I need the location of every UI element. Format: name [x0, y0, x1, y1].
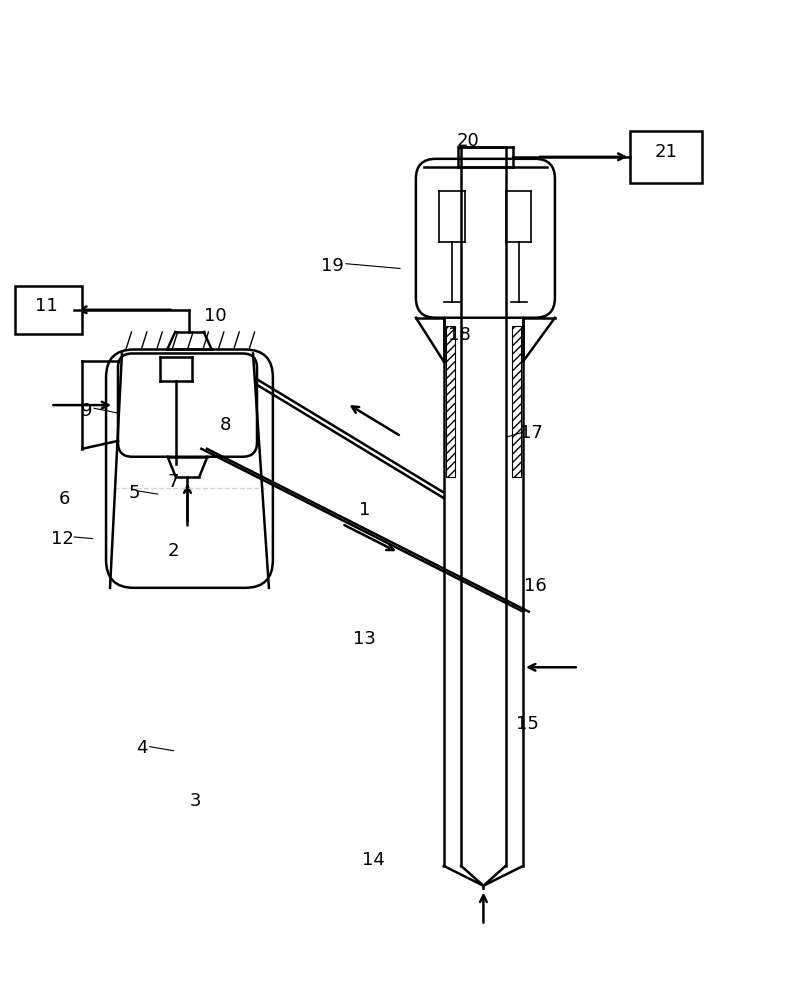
- Text: 16: 16: [524, 577, 546, 595]
- FancyBboxPatch shape: [106, 350, 273, 588]
- Text: 13: 13: [353, 630, 376, 648]
- Text: 7: 7: [168, 473, 179, 492]
- Text: 11: 11: [35, 296, 58, 315]
- Text: 20: 20: [456, 132, 479, 151]
- Text: 19: 19: [321, 257, 344, 275]
- Text: 18: 18: [448, 326, 471, 344]
- Bar: [630, 131, 702, 182]
- Text: 1: 1: [358, 501, 370, 519]
- Text: 2: 2: [168, 543, 179, 560]
- Text: 3: 3: [190, 792, 202, 810]
- Bar: [446, 326, 455, 477]
- Text: 10: 10: [204, 307, 227, 325]
- Text: 5: 5: [128, 485, 140, 502]
- Text: 4: 4: [136, 740, 147, 757]
- Text: 6: 6: [59, 490, 70, 508]
- Text: 15: 15: [516, 715, 538, 734]
- Bar: [14, 286, 82, 334]
- Text: 8: 8: [219, 416, 231, 434]
- FancyBboxPatch shape: [416, 159, 555, 318]
- Text: 14: 14: [362, 850, 385, 869]
- Text: 21: 21: [654, 144, 678, 162]
- FancyBboxPatch shape: [118, 354, 257, 457]
- Text: 9: 9: [81, 403, 92, 421]
- Text: 12: 12: [51, 530, 74, 548]
- Text: 17: 17: [520, 424, 542, 442]
- Bar: [512, 326, 521, 477]
